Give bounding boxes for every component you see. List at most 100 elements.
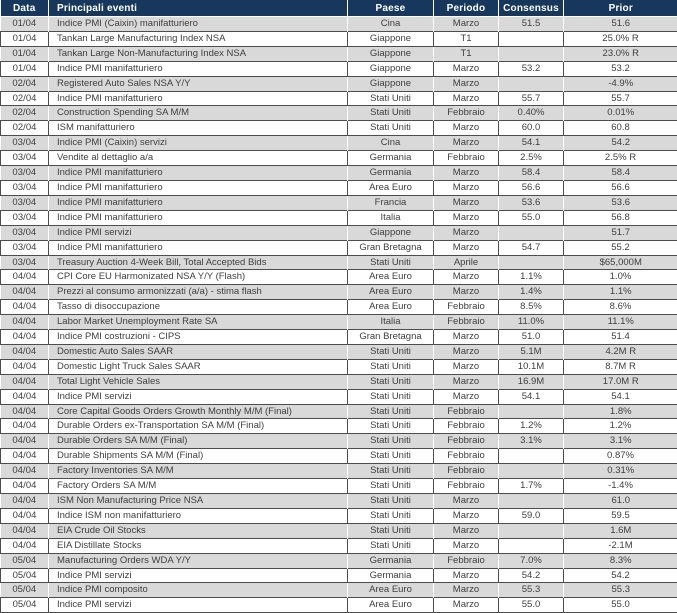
cell-consensus: 51.0 (499, 330, 564, 345)
cell-consensus: 1.2% (499, 419, 564, 434)
cell-period: T1 (434, 46, 499, 61)
cell-country: Area Euro (348, 598, 434, 613)
cell-period: Marzo (434, 121, 499, 136)
cell-country: Stati Uniti (348, 344, 434, 359)
cell-prior: 1.1% (564, 285, 677, 300)
column-header-prior: Prior (564, 0, 677, 17)
cell-period: Marzo (434, 389, 499, 404)
cell-period: Marzo (434, 330, 499, 345)
cell-consensus: 8.5% (499, 300, 564, 315)
cell-consensus: 1.4% (499, 285, 564, 300)
cell-consensus (499, 449, 564, 464)
cell-consensus: 1.1% (499, 270, 564, 285)
cell-date: 01/04 (1, 46, 49, 61)
cell-prior: 2.5% R (564, 151, 677, 166)
cell-date: 01/04 (1, 61, 49, 76)
cell-country: Giappone (348, 46, 434, 61)
cell-consensus: 53.2 (499, 61, 564, 76)
cell-event: Core Capital Goods Orders Growth Monthly… (49, 404, 348, 419)
cell-prior: 59.5 (564, 508, 677, 523)
cell-period: Febbraio (434, 449, 499, 464)
cell-country: Stati Uniti (348, 494, 434, 509)
cell-period: Marzo (434, 61, 499, 76)
cell-period: Marzo (434, 538, 499, 553)
cell-prior: 53.2 (564, 61, 677, 76)
cell-consensus: 11.0% (499, 315, 564, 330)
cell-prior: 56.6 (564, 180, 677, 195)
column-header-period: Periodo (434, 0, 499, 17)
cell-consensus: 54.7 (499, 240, 564, 255)
cell-date: 03/04 (1, 136, 49, 151)
cell-consensus (499, 225, 564, 240)
cell-country: Stati Uniti (348, 479, 434, 494)
cell-period: Marzo (434, 136, 499, 151)
cell-event: Indice PMI servizi (49, 568, 348, 583)
cell-prior: 0.31% (564, 464, 677, 479)
cell-country: Germania (348, 166, 434, 181)
cell-prior: 51.6 (564, 17, 677, 32)
cell-date: 04/04 (1, 508, 49, 523)
cell-country: Francia (348, 195, 434, 210)
cell-country: Italia (348, 210, 434, 225)
cell-event: Indice PMI manifatturiero (49, 210, 348, 225)
cell-event: Domestic Light Truck Sales SAAR (49, 359, 348, 374)
cell-event: Tasso di disoccupazione (49, 300, 348, 315)
cell-consensus: 55.0 (499, 598, 564, 613)
cell-prior: 54.2 (564, 568, 677, 583)
cell-event: ISM Non Manufacturing Price NSA (49, 494, 348, 509)
cell-prior: $65,000M (564, 255, 677, 270)
cell-country: Stati Uniti (348, 374, 434, 389)
cell-country: Gran Bretagna (348, 330, 434, 345)
cell-event: Durable Shipments SA M/M (Final) (49, 449, 348, 464)
cell-event: Treasury Auction 4-Week Bill, Total Acce… (49, 255, 348, 270)
cell-prior: 58.4 (564, 166, 677, 181)
cell-country: Gran Bretagna (348, 240, 434, 255)
cell-date: 05/04 (1, 568, 49, 583)
cell-event: ISM manifatturiero (49, 121, 348, 136)
cell-country: Stati Uniti (348, 121, 434, 136)
cell-event: Indice PMI manifatturiero (49, 166, 348, 181)
cell-period: Febbraio (434, 434, 499, 449)
cell-consensus: 16.9M (499, 374, 564, 389)
cell-country: Area Euro (348, 300, 434, 315)
cell-period: T1 (434, 31, 499, 46)
cell-prior: 55.3 (564, 583, 677, 598)
cell-event: Durable Orders SA M/M (Final) (49, 434, 348, 449)
cell-date: 04/04 (1, 538, 49, 553)
cell-period: Febbraio (434, 404, 499, 419)
cell-country: Giappone (348, 31, 434, 46)
cell-date: 04/04 (1, 300, 49, 315)
cell-prior: 54.2 (564, 136, 677, 151)
cell-period: Marzo (434, 583, 499, 598)
cell-event: Indice ISM non manifatturiero (49, 508, 348, 523)
cell-country: Stati Uniti (348, 508, 434, 523)
cell-period: Febbraio (434, 464, 499, 479)
cell-period: Marzo (434, 210, 499, 225)
cell-date: 04/04 (1, 315, 49, 330)
cell-consensus: 1.7% (499, 479, 564, 494)
cell-period: Marzo (434, 285, 499, 300)
cell-consensus: 55.3 (499, 583, 564, 598)
cell-consensus: 5.1M (499, 344, 564, 359)
cell-date: 04/04 (1, 359, 49, 374)
cell-country: Cina (348, 17, 434, 32)
cell-prior: 1.8% (564, 404, 677, 419)
cell-date: 02/04 (1, 106, 49, 121)
cell-consensus: 54.1 (499, 136, 564, 151)
cell-country: Stati Uniti (348, 464, 434, 479)
cell-prior: 60.8 (564, 121, 677, 136)
